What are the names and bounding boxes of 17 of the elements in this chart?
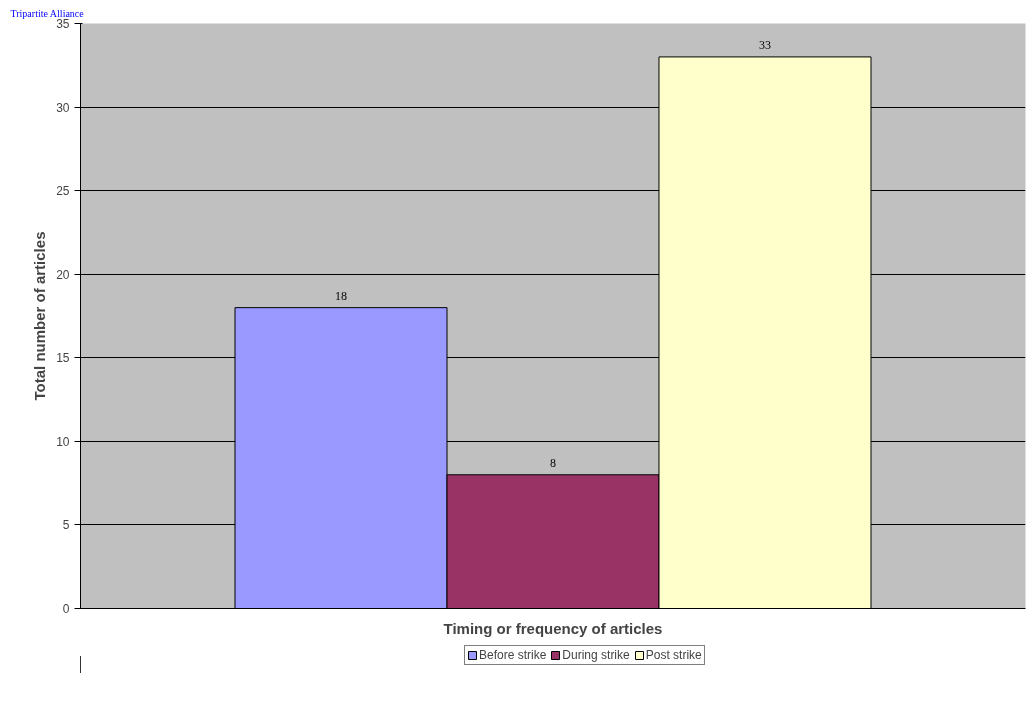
legend-label: Post strike [645, 648, 702, 662]
legend-label: During strike [562, 648, 630, 662]
y-tick-label: 35 [56, 17, 70, 31]
y-tick-label: 25 [56, 184, 70, 199]
x-axis-title: Timing or frequency of articles [443, 619, 663, 637]
chart-title: Tripartite Alliance [10, 7, 85, 19]
y-tick-label: 20 [56, 267, 70, 282]
data-label: 8 [550, 455, 556, 470]
y-tick-label: 15 [56, 351, 70, 366]
y-tick-label: 10 [56, 434, 70, 449]
y-tick-label: 0 [62, 602, 70, 616]
y-axis-title: Total number of articles [31, 231, 49, 401]
legend-label: Before strike [479, 648, 547, 662]
y-tick-label: 30 [56, 100, 70, 115]
data-label: 33 [758, 37, 771, 52]
y-tick-label: 5 [62, 518, 70, 533]
data-label: 18 [335, 288, 348, 303]
